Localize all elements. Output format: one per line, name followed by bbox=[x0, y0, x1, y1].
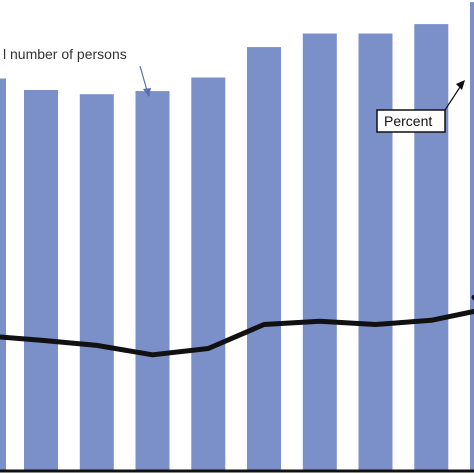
persons-annotation: l number of persons bbox=[3, 46, 151, 97]
bar-6 bbox=[358, 33, 393, 471]
bar-5 bbox=[302, 33, 337, 471]
bar-4 bbox=[247, 47, 281, 471]
percent-arrowhead bbox=[456, 80, 465, 90]
bar-1 bbox=[79, 94, 114, 471]
bar-7 bbox=[414, 24, 449, 471]
percent-annotation: Percent bbox=[376, 80, 465, 133]
bar-0 bbox=[24, 90, 58, 471]
bar-3 bbox=[191, 77, 226, 471]
bar-edge-left bbox=[0, 78, 6, 471]
bar-2 bbox=[135, 91, 170, 471]
persons-arrowhead bbox=[143, 88, 151, 97]
percent-label: Percent bbox=[384, 113, 432, 129]
persons-label: l number of persons bbox=[3, 46, 127, 62]
percent-line bbox=[0, 294, 474, 358]
percent-leader bbox=[444, 83, 463, 111]
percent-label-box bbox=[376, 109, 446, 133]
bar-edge-right bbox=[470, 10, 474, 471]
